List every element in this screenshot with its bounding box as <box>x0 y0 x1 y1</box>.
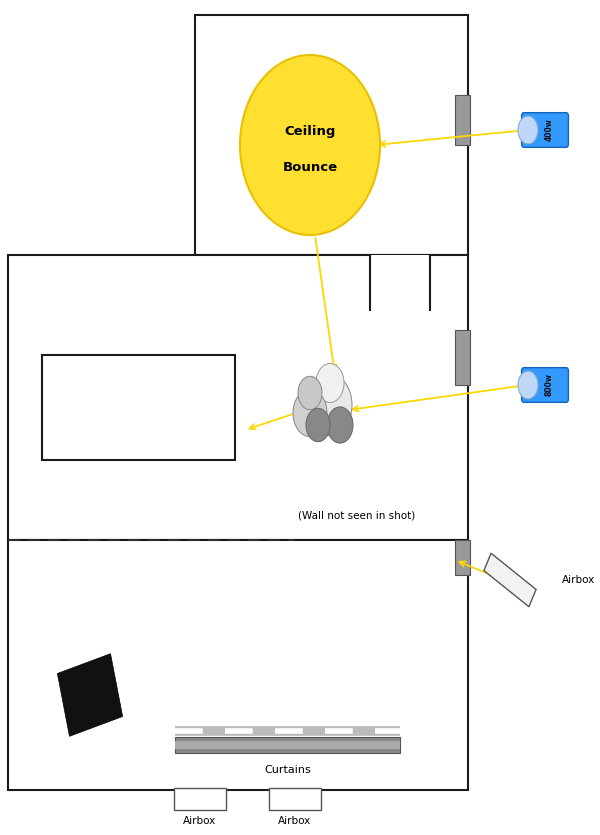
Text: 400w: 400w <box>545 119 554 141</box>
Bar <box>269 788 321 810</box>
Ellipse shape <box>240 55 380 235</box>
Circle shape <box>518 116 538 144</box>
Text: Ceiling: Ceiling <box>284 125 335 138</box>
Text: Curtains: Curtains <box>264 765 311 775</box>
Text: (Wall not seen in shot): (Wall not seen in shot) <box>298 510 415 520</box>
Bar <box>484 554 536 607</box>
Text: Bounce: Bounce <box>283 161 338 174</box>
Bar <box>175 737 400 753</box>
Text: Airbox: Airbox <box>562 575 595 585</box>
Circle shape <box>306 408 330 442</box>
Bar <box>58 654 122 736</box>
Bar <box>42 355 235 460</box>
Bar <box>455 540 470 575</box>
Text: Airbox: Airbox <box>184 816 217 826</box>
Bar <box>370 255 430 310</box>
Circle shape <box>316 363 344 402</box>
Bar <box>8 540 468 790</box>
Circle shape <box>298 377 322 410</box>
Circle shape <box>327 407 353 443</box>
FancyBboxPatch shape <box>521 367 568 402</box>
Circle shape <box>293 389 327 437</box>
Bar <box>175 741 400 749</box>
Bar <box>455 95 470 145</box>
Text: 800w: 800w <box>545 373 554 397</box>
Bar <box>174 788 226 810</box>
FancyBboxPatch shape <box>521 113 568 147</box>
Text: Airbox: Airbox <box>278 816 311 826</box>
Bar <box>455 330 470 385</box>
Bar <box>8 255 468 540</box>
Bar <box>195 15 468 255</box>
Circle shape <box>308 374 352 436</box>
Circle shape <box>518 371 538 399</box>
